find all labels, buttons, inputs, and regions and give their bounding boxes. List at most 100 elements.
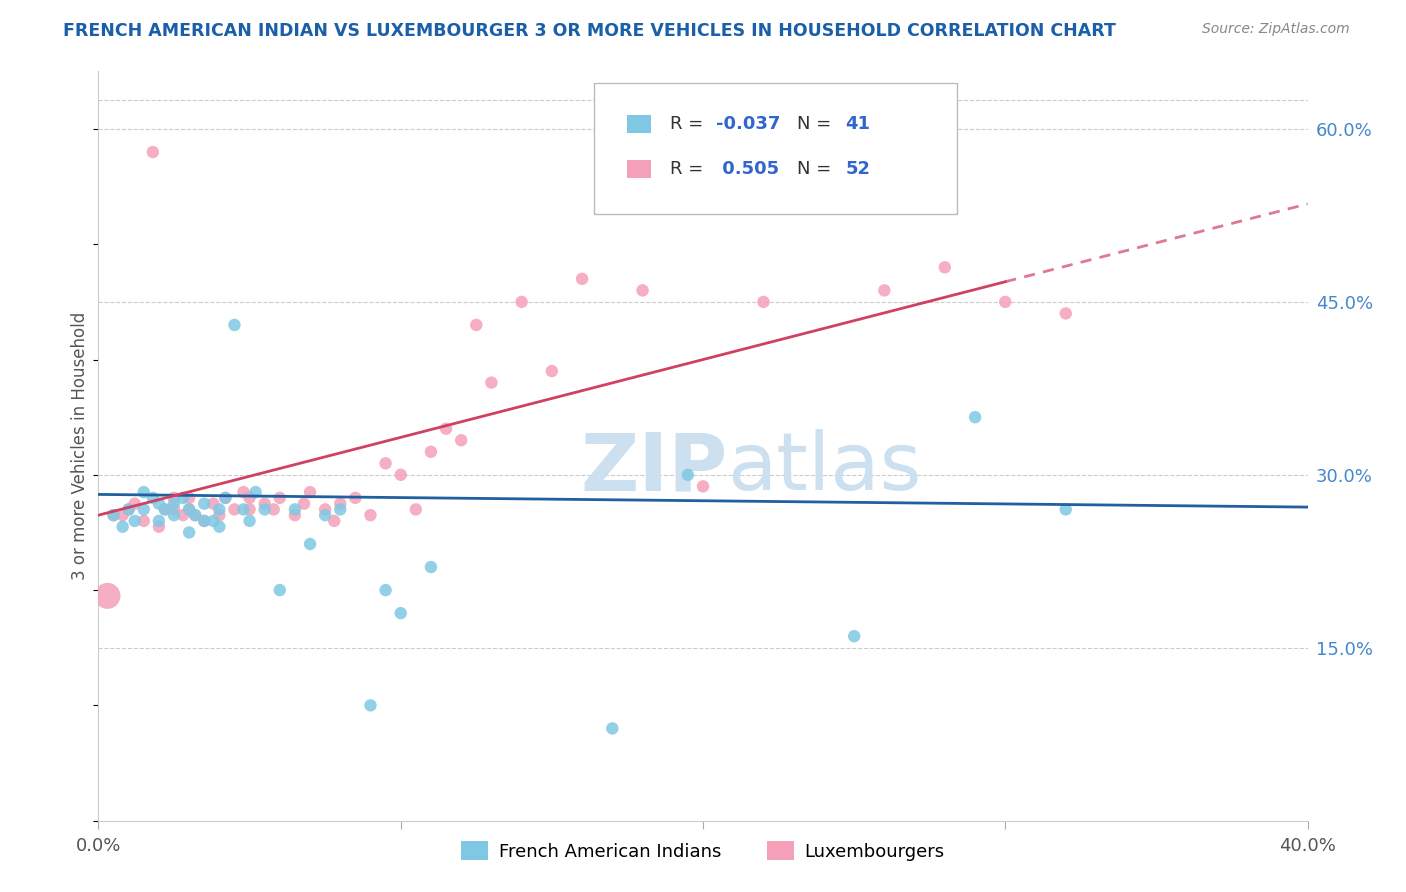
Point xyxy=(253,502,276,516)
Point xyxy=(232,502,254,516)
Point xyxy=(193,514,215,528)
Point xyxy=(111,508,134,523)
Point xyxy=(214,491,236,505)
Text: Source: ZipAtlas.com: Source: ZipAtlas.com xyxy=(1202,22,1350,37)
Point xyxy=(124,497,146,511)
Point xyxy=(434,422,457,436)
Point xyxy=(510,294,533,309)
Point xyxy=(132,502,155,516)
Point xyxy=(142,491,165,505)
Point xyxy=(284,502,307,516)
Point xyxy=(179,502,201,516)
Point xyxy=(844,629,866,643)
Text: N =: N = xyxy=(797,160,838,178)
Point xyxy=(602,722,624,736)
Point xyxy=(329,497,352,511)
Point xyxy=(873,284,896,298)
Point xyxy=(232,485,254,500)
Point xyxy=(163,508,186,523)
Text: -0.037: -0.037 xyxy=(716,115,780,133)
Point xyxy=(314,502,336,516)
Point xyxy=(405,502,427,516)
Point xyxy=(148,519,170,533)
Point xyxy=(631,284,654,298)
Text: R =: R = xyxy=(671,160,710,178)
Point xyxy=(571,272,593,286)
Point xyxy=(450,434,472,448)
Point xyxy=(676,467,699,482)
Point xyxy=(1054,502,1077,516)
Point xyxy=(163,502,186,516)
Point xyxy=(239,491,262,505)
Point xyxy=(374,583,396,598)
Point xyxy=(389,606,412,620)
Point xyxy=(389,467,412,482)
FancyBboxPatch shape xyxy=(627,115,651,133)
Text: 52: 52 xyxy=(845,160,870,178)
Legend: French American Indians, Luxembourgers: French American Indians, Luxembourgers xyxy=(454,834,952,868)
Point xyxy=(179,525,201,540)
Point xyxy=(153,502,176,516)
Point xyxy=(118,502,141,516)
Point xyxy=(179,491,201,505)
Point xyxy=(208,508,231,523)
Point xyxy=(245,485,267,500)
Point xyxy=(692,479,714,493)
Point xyxy=(323,514,346,528)
Point xyxy=(314,508,336,523)
Text: ZIP: ZIP xyxy=(579,429,727,508)
Point xyxy=(239,502,262,516)
Point xyxy=(329,502,352,516)
Point xyxy=(214,491,236,505)
Point xyxy=(202,497,225,511)
Point xyxy=(96,589,118,603)
Point xyxy=(965,410,987,425)
Point xyxy=(994,294,1017,309)
Point xyxy=(292,497,315,511)
FancyBboxPatch shape xyxy=(627,160,651,178)
Text: 41: 41 xyxy=(845,115,870,133)
Point xyxy=(163,497,186,511)
Point xyxy=(103,508,125,523)
Point xyxy=(752,294,775,309)
Point xyxy=(172,491,194,505)
Point xyxy=(202,514,225,528)
Point xyxy=(224,318,246,332)
Point xyxy=(103,508,125,523)
Point xyxy=(420,444,443,458)
Point xyxy=(360,508,382,523)
Text: atlas: atlas xyxy=(727,429,921,508)
Point xyxy=(208,502,231,516)
Point xyxy=(269,491,291,505)
Point xyxy=(148,497,170,511)
Point xyxy=(193,497,215,511)
Text: FRENCH AMERICAN INDIAN VS LUXEMBOURGER 3 OR MORE VEHICLES IN HOUSEHOLD CORRELATI: FRENCH AMERICAN INDIAN VS LUXEMBOURGER 3… xyxy=(63,22,1116,40)
FancyBboxPatch shape xyxy=(595,83,957,214)
Text: R =: R = xyxy=(671,115,710,133)
Point xyxy=(299,485,322,500)
Point xyxy=(124,514,146,528)
Point xyxy=(344,491,367,505)
Point xyxy=(239,514,262,528)
Point xyxy=(163,491,186,505)
Text: 0.505: 0.505 xyxy=(716,160,779,178)
Point xyxy=(299,537,322,551)
Y-axis label: 3 or more Vehicles in Household: 3 or more Vehicles in Household xyxy=(70,312,89,580)
Text: N =: N = xyxy=(797,115,838,133)
Point xyxy=(465,318,488,332)
Point xyxy=(132,514,155,528)
Point xyxy=(184,508,207,523)
Point xyxy=(374,456,396,470)
Point xyxy=(1054,306,1077,320)
Point xyxy=(934,260,956,275)
Point xyxy=(420,560,443,574)
Point xyxy=(269,583,291,598)
Point xyxy=(111,519,134,533)
Point xyxy=(263,502,285,516)
Point xyxy=(184,508,207,523)
Point xyxy=(148,514,170,528)
Point xyxy=(284,508,307,523)
Point xyxy=(360,698,382,713)
Point xyxy=(172,508,194,523)
Point xyxy=(153,502,176,516)
